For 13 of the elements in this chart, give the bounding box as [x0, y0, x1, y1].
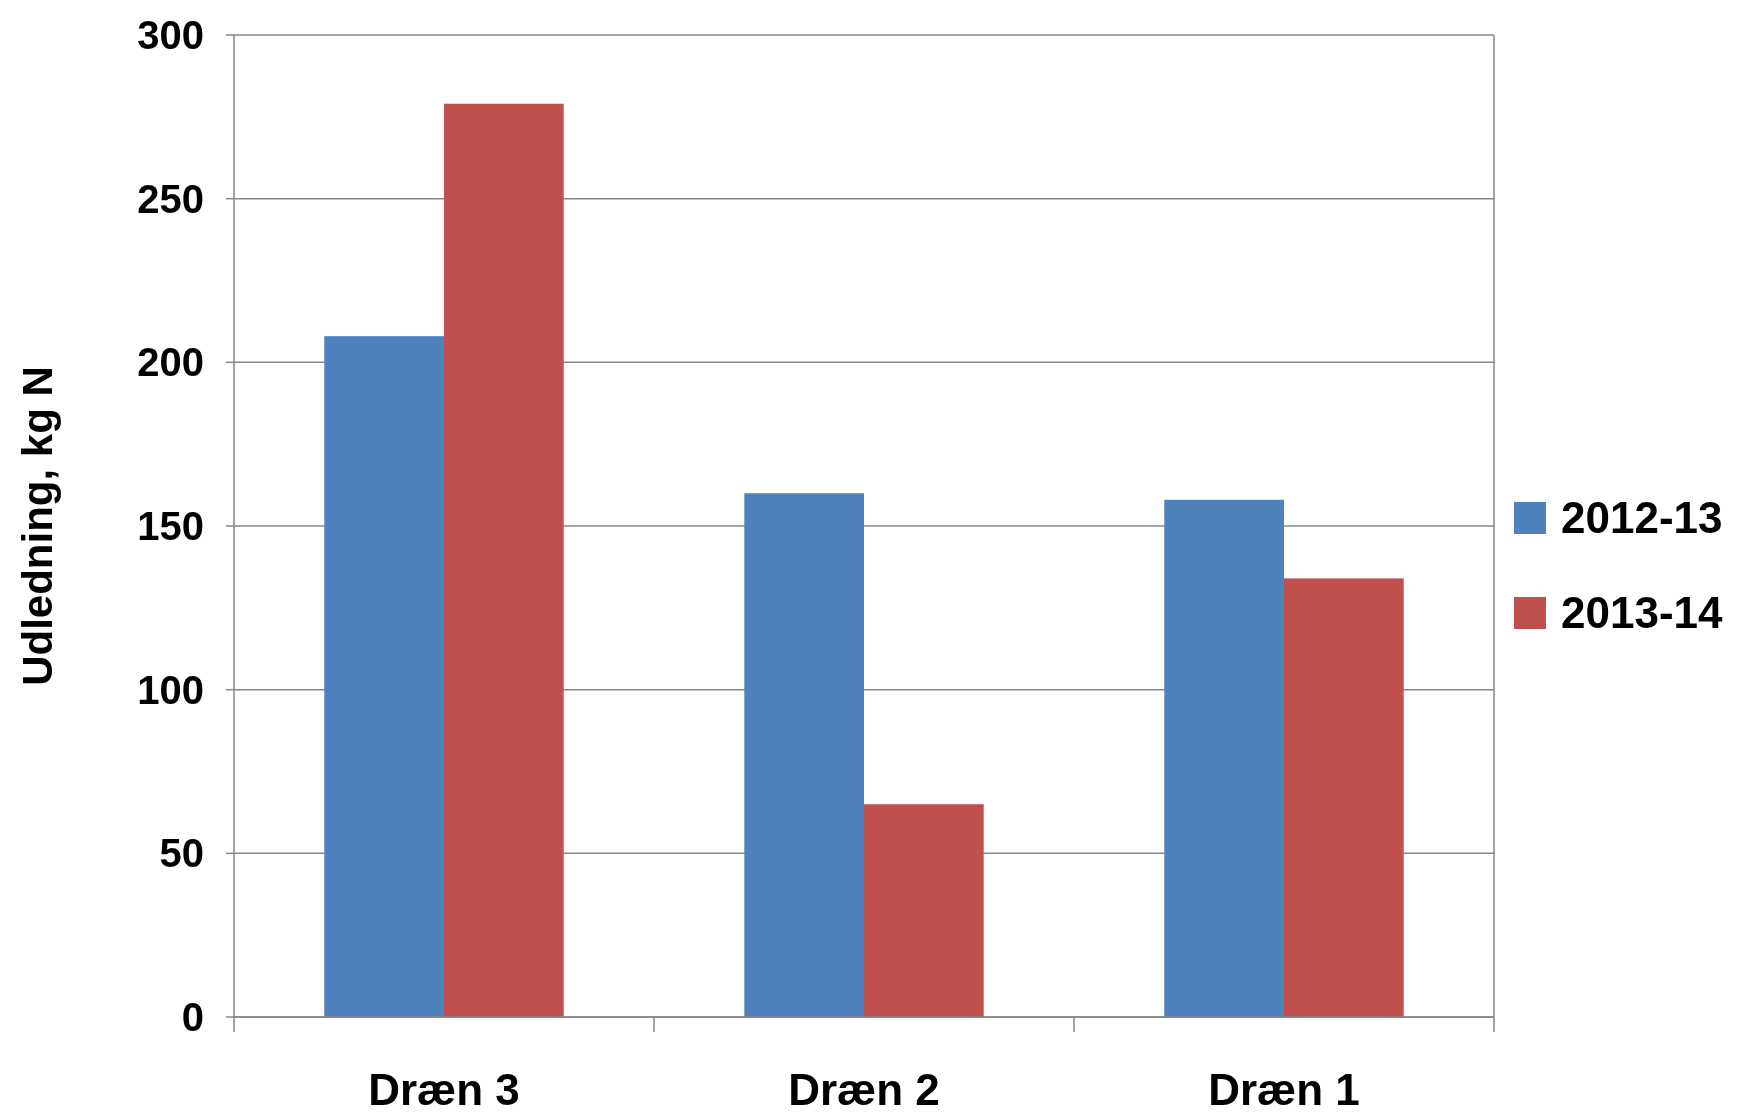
x-tick-label: Dræn 3: [368, 1065, 520, 1113]
y-tick-label: 50: [159, 831, 204, 876]
y-tick-label: 150: [137, 504, 204, 548]
y-tick-label: 250: [137, 176, 204, 221]
legend-label: 2012-13: [1561, 493, 1723, 543]
y-tick-label: 0: [181, 995, 204, 1039]
y-axis-title: Udledning, kg N: [14, 366, 61, 686]
y-tick-label: 300: [137, 13, 204, 57]
y-tick-label: 200: [137, 340, 204, 385]
legend-label: 2013-14: [1561, 588, 1724, 638]
y-tick-label: 100: [137, 667, 204, 712]
x-tick-label: Dræn 2: [788, 1065, 940, 1113]
x-tick-label: Dræn 1: [1208, 1065, 1360, 1113]
